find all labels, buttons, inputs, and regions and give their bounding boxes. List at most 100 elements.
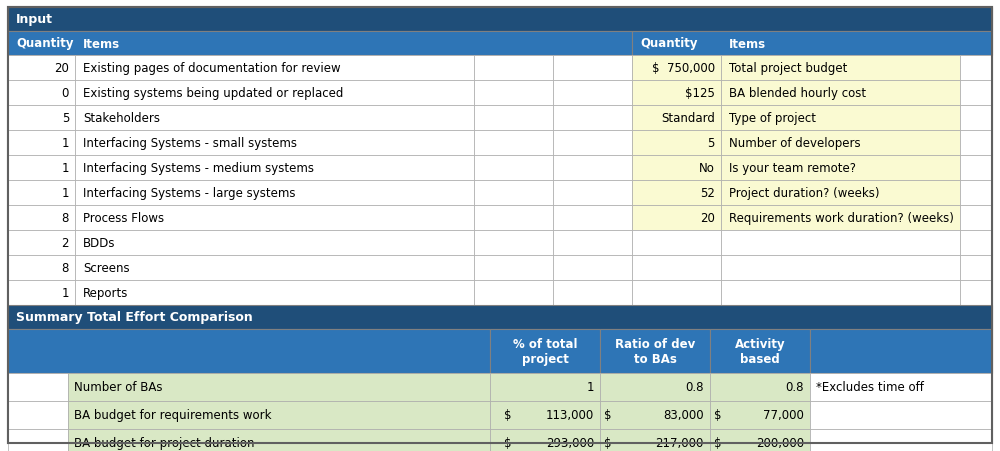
Bar <box>8 156 75 180</box>
Text: BA budget for project duration: BA budget for project duration <box>74 437 255 450</box>
Text: Interfacing Systems - medium systems: Interfacing Systems - medium systems <box>83 161 314 175</box>
Text: Project duration? (weeks): Project duration? (weeks) <box>729 187 880 199</box>
Bar <box>553 230 632 255</box>
Bar <box>960 156 992 180</box>
Text: 200,000: 200,000 <box>756 437 804 450</box>
Bar <box>810 401 992 429</box>
Text: $: $ <box>714 437 722 450</box>
Bar <box>960 206 992 230</box>
Bar <box>75 281 474 305</box>
Bar <box>632 281 721 305</box>
Text: Process Flows: Process Flows <box>83 212 164 225</box>
Bar <box>8 305 992 329</box>
Bar <box>721 106 960 131</box>
Bar <box>632 81 721 106</box>
Bar <box>8 429 68 451</box>
Text: No: No <box>699 161 715 175</box>
Bar <box>710 329 810 373</box>
Bar <box>8 206 75 230</box>
Text: 1: 1 <box>62 187 69 199</box>
Bar <box>8 180 75 206</box>
Text: Type of project: Type of project <box>729 112 816 125</box>
Bar <box>8 32 632 56</box>
Text: Existing systems being updated or replaced: Existing systems being updated or replac… <box>83 87 343 100</box>
Text: 77,000: 77,000 <box>763 409 804 422</box>
Bar <box>632 206 721 230</box>
Text: Number of developers: Number of developers <box>729 137 861 150</box>
Text: Summary Total Effort Comparison: Summary Total Effort Comparison <box>16 311 253 324</box>
Text: 217,000: 217,000 <box>656 437 704 450</box>
Bar <box>8 106 75 131</box>
Text: Quantity: Quantity <box>16 37 74 51</box>
Bar <box>810 373 992 401</box>
Bar <box>632 230 721 255</box>
Bar <box>553 281 632 305</box>
Bar <box>75 106 474 131</box>
Text: Total project budget: Total project budget <box>729 62 847 75</box>
Bar <box>490 373 600 401</box>
Text: BDDs: BDDs <box>83 236 116 249</box>
Bar <box>960 230 992 255</box>
Bar <box>632 180 721 206</box>
Bar <box>68 401 490 429</box>
Text: BA blended hourly cost: BA blended hourly cost <box>729 87 866 100</box>
Bar <box>8 373 68 401</box>
Text: 1: 1 <box>62 286 69 299</box>
Bar <box>75 206 474 230</box>
Text: $: $ <box>714 409 722 422</box>
Text: $: $ <box>604 437 612 450</box>
Bar <box>8 230 75 255</box>
Text: Items: Items <box>83 37 120 51</box>
Bar <box>721 131 960 156</box>
Bar <box>8 281 75 305</box>
Bar <box>75 180 474 206</box>
Bar <box>553 255 632 281</box>
Bar <box>8 329 490 373</box>
Text: 83,000: 83,000 <box>663 409 704 422</box>
Bar <box>474 56 553 81</box>
Text: $: $ <box>604 409 612 422</box>
Bar <box>8 81 75 106</box>
Text: Activity
based: Activity based <box>735 337 785 365</box>
Text: 1: 1 <box>586 381 594 394</box>
Text: 20: 20 <box>54 62 69 75</box>
Bar <box>474 281 553 305</box>
Bar <box>721 180 960 206</box>
Bar <box>474 81 553 106</box>
Bar <box>600 429 710 451</box>
Bar <box>474 255 553 281</box>
Text: BA budget for requirements work: BA budget for requirements work <box>74 409 272 422</box>
Bar <box>474 106 553 131</box>
Bar <box>68 429 490 451</box>
Text: 1: 1 <box>62 137 69 150</box>
Bar <box>960 255 992 281</box>
Text: Items: Items <box>729 37 766 51</box>
Text: $125: $125 <box>685 87 715 100</box>
Text: 52: 52 <box>700 187 715 199</box>
Bar <box>75 230 474 255</box>
Text: $  750,000: $ 750,000 <box>652 62 715 75</box>
Bar <box>75 131 474 156</box>
Text: 0.8: 0.8 <box>786 381 804 394</box>
Bar <box>8 401 68 429</box>
Text: 5: 5 <box>62 112 69 125</box>
Bar <box>600 329 710 373</box>
Text: 0: 0 <box>62 87 69 100</box>
Bar <box>960 180 992 206</box>
Bar <box>68 373 490 401</box>
Text: $: $ <box>504 437 512 450</box>
Text: Interfacing Systems - small systems: Interfacing Systems - small systems <box>83 137 297 150</box>
Bar <box>960 131 992 156</box>
Bar <box>75 255 474 281</box>
Bar <box>553 106 632 131</box>
Bar <box>8 56 75 81</box>
Bar <box>721 281 960 305</box>
Text: 293,000: 293,000 <box>546 437 594 450</box>
Bar <box>632 131 721 156</box>
Bar <box>721 56 960 81</box>
Bar <box>490 329 600 373</box>
Bar <box>474 206 553 230</box>
Text: 20: 20 <box>700 212 715 225</box>
Bar <box>553 81 632 106</box>
Bar <box>553 131 632 156</box>
